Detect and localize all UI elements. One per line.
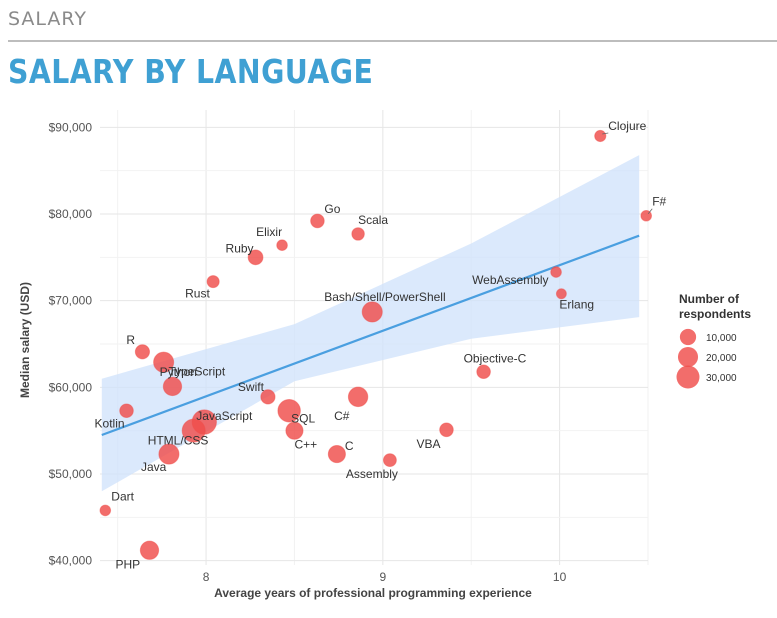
point-html-css xyxy=(181,418,206,443)
label-erlang: Erlang xyxy=(559,298,594,312)
label-java: Java xyxy=(141,460,167,474)
point-c xyxy=(327,445,346,464)
point-clojure xyxy=(594,129,607,143)
point-vba xyxy=(439,422,454,438)
point-webassembly xyxy=(550,266,562,278)
label-assembly: Assembly xyxy=(346,467,398,481)
legend-swatch xyxy=(676,365,700,389)
label-objective-c: Objective-C xyxy=(464,352,527,366)
point-sql xyxy=(277,399,301,423)
point-objective-c xyxy=(476,364,491,379)
section-divider xyxy=(8,40,777,42)
label-kotlin: Kotlin xyxy=(95,417,125,431)
label-dart: Dart xyxy=(111,489,134,503)
label-scala: Scala xyxy=(358,213,388,227)
legend-label: 20,000 xyxy=(706,353,737,364)
label-php: PHP xyxy=(115,557,140,571)
legend-title: respondents xyxy=(679,307,751,321)
label-c-: C# xyxy=(334,409,350,423)
point-erlang xyxy=(555,288,567,300)
x-axis-ticks: 8 9 10 xyxy=(203,570,567,584)
trend-line xyxy=(101,234,640,437)
x-tick-label: 8 xyxy=(203,570,210,584)
legend-label: 10,000 xyxy=(706,333,737,344)
label-vba: VBA xyxy=(416,437,440,451)
label-webassembly: WebAssembly xyxy=(472,273,548,287)
y-axis-ticks: $40,000 $50,000 $60,000 $70,000 $80,000 $90,0… xyxy=(49,120,93,567)
label-ruby: Ruby xyxy=(226,241,254,255)
point-rust xyxy=(206,275,220,289)
point-r xyxy=(134,344,151,360)
point-php xyxy=(139,540,160,560)
legend-swatch xyxy=(677,346,699,368)
point-java xyxy=(158,443,180,465)
point-elixir xyxy=(276,239,288,251)
y-tick-label: $60,000 xyxy=(49,380,93,394)
legend-swatch xyxy=(679,328,697,346)
point-typescript xyxy=(162,376,183,397)
point-c- xyxy=(347,386,369,408)
label-typescript: TypeScript xyxy=(168,364,225,378)
point-python xyxy=(153,351,175,373)
label-html-css: HTML/CSS xyxy=(148,434,209,448)
label-f-: F# xyxy=(652,195,666,209)
x-tick-label: 10 xyxy=(553,570,567,584)
label-rust: Rust xyxy=(185,287,210,301)
y-tick-label: $50,000 xyxy=(49,467,93,481)
x-axis-title: Average years of professional programmin… xyxy=(214,586,532,600)
label-python: Python xyxy=(160,365,197,379)
x-tick-label: 9 xyxy=(379,570,386,584)
label-clojure: Clojure xyxy=(608,119,646,133)
point-swift xyxy=(260,389,276,405)
label-c: C xyxy=(345,439,354,453)
data-points xyxy=(99,129,653,560)
y-tick-label: $70,000 xyxy=(49,294,93,308)
point-dart xyxy=(99,504,112,517)
y-axis-title: Median salary (USD) xyxy=(18,282,32,398)
point-go xyxy=(310,213,325,229)
point-scala xyxy=(351,227,365,241)
label-sql: SQL xyxy=(291,412,315,426)
label-elixir: Elixir xyxy=(256,225,282,239)
point-c- xyxy=(285,421,304,440)
legend-title: Number of xyxy=(679,292,740,306)
label-bash-shell-powershell: Bash/Shell/PowerShell xyxy=(324,290,445,304)
label-r: R xyxy=(126,333,135,347)
label-swift: Swift xyxy=(238,380,265,394)
legend-label: 30,000 xyxy=(706,373,737,384)
section-label: SALARY xyxy=(8,8,88,30)
confidence-band xyxy=(101,155,640,492)
leader-line xyxy=(647,208,653,214)
y-tick-label: $40,000 xyxy=(49,554,93,568)
y-tick-label: $90,000 xyxy=(49,120,93,134)
label-c-: C++ xyxy=(294,438,317,452)
chart-title: SALARY BY LANGUAGE xyxy=(8,52,374,91)
point-assembly xyxy=(382,453,397,468)
label-go: Go xyxy=(324,202,340,216)
point-ruby xyxy=(247,249,264,266)
leader-line xyxy=(602,132,609,135)
point-bash-shell-powershell xyxy=(361,301,383,323)
label-javascript: JavaScript xyxy=(196,409,253,423)
y-tick-label: $80,000 xyxy=(49,207,93,221)
point-kotlin xyxy=(119,403,134,418)
